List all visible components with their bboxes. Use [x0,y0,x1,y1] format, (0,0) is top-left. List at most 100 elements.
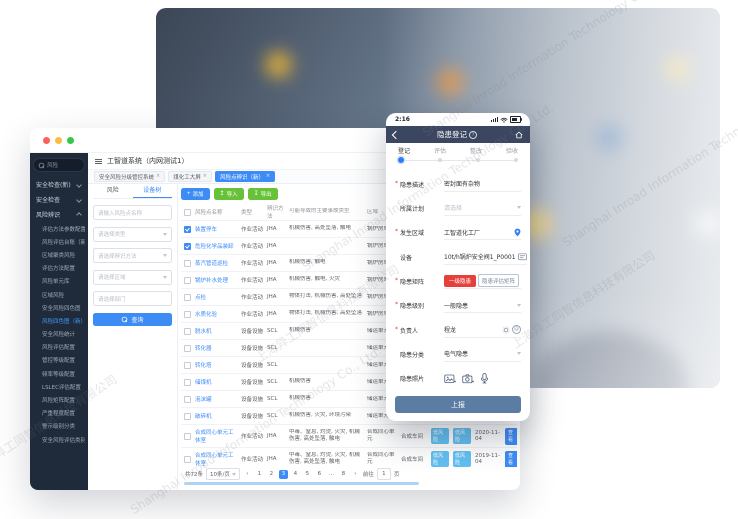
close-icon[interactable]: × [265,173,271,179]
sidebar-item[interactable]: 风险单元库 [42,279,70,286]
step-dot[interactable] [398,157,404,163]
row-checkbox[interactable] [181,310,193,318]
risk-point-link[interactable]: 破碎机 [193,412,239,420]
per-page-select[interactable]: 10条/页 [206,468,240,480]
device-list-icon[interactable] [517,253,527,261]
risk-point-link[interactable]: 蒸汽管道巡检 [193,259,239,267]
risk-point-link[interactable]: 危险化学品装卸 [193,242,239,250]
view-button[interactable]: 查看 [505,450,517,467]
step-dot[interactable] [514,158,518,162]
risk-point-link[interactable]: 水质化验 [193,310,239,318]
export-button[interactable]: ↧ 导出 [247,188,278,200]
area-select[interactable]: 工智道化工厂 [444,225,521,241]
risk-level-tag[interactable]: 低风险 [453,451,471,467]
page-button[interactable]: 6 [317,470,322,477]
goto-page-input[interactable]: 1 [376,468,391,480]
sidebar-group[interactable]: 安全检查(新) [33,177,85,192]
add-button[interactable]: + 添加 [181,188,210,200]
device-select[interactable]: 10t/h锅炉安全阀1_P0001 [444,250,527,265]
sidebar-item[interactable]: 风险四色图（新） [42,318,85,325]
page-button[interactable]: 2 [269,470,274,477]
next-page-button[interactable]: › [354,470,357,477]
row-checkbox[interactable] [181,378,193,386]
sidebar-item[interactable]: 警示级别分类 [42,424,76,431]
filter-select[interactable]: 请选择区域 [93,269,172,285]
close-icon[interactable]: × [202,173,207,179]
sidebar-item[interactable]: 风险评估台账（新） [42,239,85,246]
filter-select[interactable]: 请选择辨识方法 [93,248,172,263]
sidebar-item[interactable]: 频率等级配置 [42,371,76,378]
menu-toggle-icon[interactable] [95,158,102,164]
risk-point-link[interactable]: 合成同心单元工休室 [193,428,239,444]
page-button[interactable]: 3 [278,469,288,479]
home-icon[interactable] [515,131,523,139]
step-dot[interactable] [476,158,480,162]
risk-point-link[interactable]: 合成同心单元工休室 [193,451,239,467]
category-select[interactable]: 电气隐患 [444,347,521,362]
sidebar-item[interactable]: 风险矩阵配置 [42,398,76,405]
submit-button[interactable]: 上报 [395,396,521,413]
open-tab[interactable]: 风险点辨识（新） × [214,171,276,182]
filter-select[interactable]: 请选择部门 [93,291,172,306]
horizontal-scrollbar[interactable] [184,482,420,485]
sidebar-item[interactable]: 评估方法配置 [42,266,76,273]
sidebar-item[interactable]: 管控等级配置 [42,358,76,365]
risk-point-link[interactable]: 点检 [193,293,239,301]
add-voice-icon[interactable] [480,373,489,384]
mention-icon[interactable]: @ [512,325,521,335]
sidebar-item[interactable]: LSLEC评估配置 [42,384,81,391]
add-camera-icon[interactable] [462,374,474,384]
sidebar-item[interactable]: 区域风险 [42,292,65,299]
matrix-evaluate-button[interactable]: 隐患评估矩阵 [478,274,520,288]
sidebar-group[interactable]: 安全检查 [33,192,85,207]
window-close-button[interactable] [43,136,50,144]
row-checkbox[interactable] [181,361,193,369]
row-checkbox[interactable] [181,344,193,352]
risk-point-name-input[interactable]: 请输入风险点名称 [93,205,172,220]
description-input[interactable]: 密封面有杂物 [444,177,521,192]
window-minimize-button[interactable] [55,136,62,144]
risk-level-tag[interactable]: 低风险 [431,451,449,467]
filter-tab-device-tree[interactable]: 设备树 [132,184,172,198]
risk-level-tag[interactable]: 低风险 [453,428,471,444]
sidebar-item[interactable]: 评估方法参数配置 [42,226,85,233]
hazard-level-1-button[interactable]: 一级隐患 [444,274,477,287]
risk-point-link[interactable]: 装置停车 [193,225,239,233]
prev-page-button[interactable]: ‹ [246,470,249,477]
page-button[interactable]: 4 [293,470,298,477]
row-checkbox[interactable] [181,276,193,284]
risk-point-link[interactable]: 脱水机 [193,327,239,335]
window-zoom-button[interactable] [67,136,74,144]
row-checkbox[interactable] [181,432,193,440]
step-dot[interactable] [438,158,442,162]
sidebar-item[interactable]: 严重程度配置 [42,411,76,418]
info-icon[interactable]: ? [469,130,477,139]
filter-tab-risk[interactable]: 风险 [106,187,119,194]
page-button[interactable]: 8 [341,470,346,477]
row-checkbox[interactable] [181,327,193,335]
row-checkbox[interactable] [181,259,193,267]
risk-point-link[interactable]: 储煤机 [193,378,239,386]
filter-select[interactable]: 请选择类型 [93,226,172,242]
close-icon[interactable]: × [156,173,161,179]
row-checkbox[interactable] [181,225,193,233]
risk-point-link[interactable]: 锅炉补水处理 [193,276,239,284]
view-button[interactable]: 查看 [505,427,517,445]
risk-point-link[interactable]: 转化塔 [193,361,239,369]
gear-icon[interactable] [502,326,510,334]
sidebar-item[interactable]: 安全风险评估类别 [42,437,85,444]
risk-point-link[interactable]: 泡沫罐 [193,395,239,403]
sidebar-item[interactable]: 区域聚类风险 [42,252,76,259]
sidebar-item[interactable]: 风险评估配置 [42,345,76,352]
add-image-icon[interactable] [444,374,456,384]
owner-select[interactable]: 程龙 @ [444,323,521,338]
query-button[interactable]: 查询 [93,312,172,326]
sidebar-search-input[interactable]: 风险 [33,158,85,172]
plan-select[interactable]: 请选择 [444,201,521,216]
open-tab[interactable]: 安全风险分级管控系统 × [94,171,166,182]
sidebar-item[interactable]: 安全风险四色图 [42,305,81,312]
sidebar-group[interactable]: 风险辨识 [33,207,85,222]
row-checkbox[interactable] [181,395,193,403]
header-checkbox[interactable] [181,208,193,216]
page-button[interactable]: 5 [305,470,310,477]
